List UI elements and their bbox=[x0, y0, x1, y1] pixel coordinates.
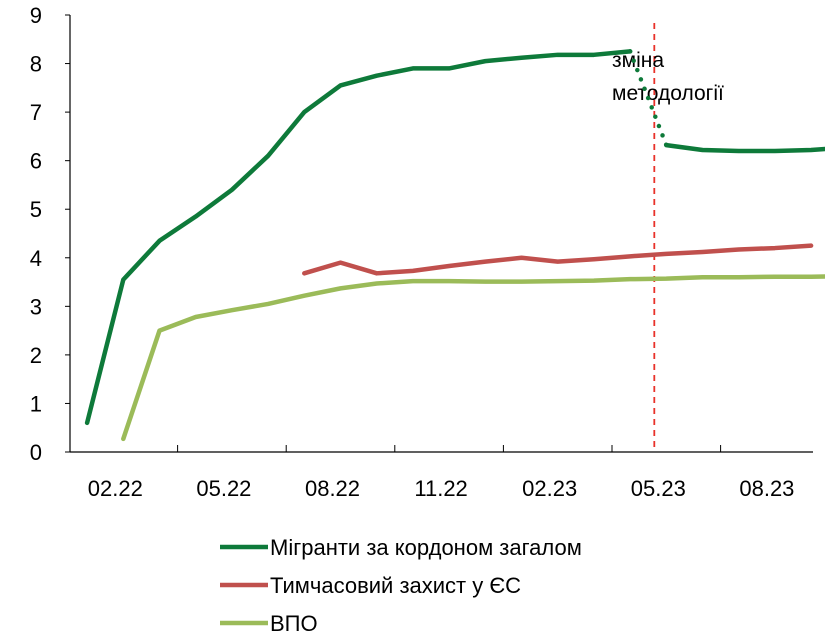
legend: Мігранти за кордоном загалом Тимчасовий з… bbox=[220, 535, 582, 636]
y-axis-ticks: 0 1 2 3 4 5 6 7 8 9 bbox=[30, 3, 70, 465]
y-tick-label: 8 bbox=[30, 52, 42, 77]
x-tick-label: 05.23 bbox=[631, 476, 686, 501]
y-tick-label: 5 bbox=[30, 197, 42, 222]
legend-label: Тимчасовий захист у ЄС bbox=[270, 573, 521, 598]
series-1-line bbox=[84, 49, 633, 426]
axes bbox=[69, 15, 813, 453]
series-1-dotted-segment bbox=[627, 49, 669, 148]
y-tick-label: 7 bbox=[30, 100, 42, 125]
annotation-line-1: зміна bbox=[612, 49, 664, 72]
x-tick-label: 11.22 bbox=[414, 476, 467, 501]
x-tick-label: 05.22 bbox=[196, 476, 251, 501]
x-tick-label: 08.22 bbox=[305, 476, 360, 501]
y-tick-label: 6 bbox=[30, 149, 42, 174]
y-tick-label: 0 bbox=[30, 440, 42, 465]
series-3-line bbox=[121, 274, 825, 442]
legend-label: ВПО bbox=[270, 611, 318, 636]
x-tick-label: 08.23 bbox=[739, 476, 794, 501]
series-group bbox=[84, 49, 825, 442]
x-tick-label: 02.22 bbox=[88, 476, 143, 501]
legend-label: Мігранти за кордоном загалом bbox=[270, 535, 582, 560]
annotation-line-2: методології bbox=[612, 82, 724, 105]
series-2-line bbox=[302, 243, 814, 276]
y-tick-label: 4 bbox=[30, 246, 42, 271]
y-tick-label: 9 bbox=[30, 3, 42, 28]
y-tick-label: 1 bbox=[30, 391, 42, 416]
series-1-line-continued bbox=[664, 142, 825, 154]
y-tick-label: 3 bbox=[30, 294, 42, 319]
x-tick-label: 02.23 bbox=[522, 476, 577, 501]
methodology-change-marker: зміна методології bbox=[612, 23, 724, 452]
y-tick-label: 2 bbox=[30, 343, 42, 368]
